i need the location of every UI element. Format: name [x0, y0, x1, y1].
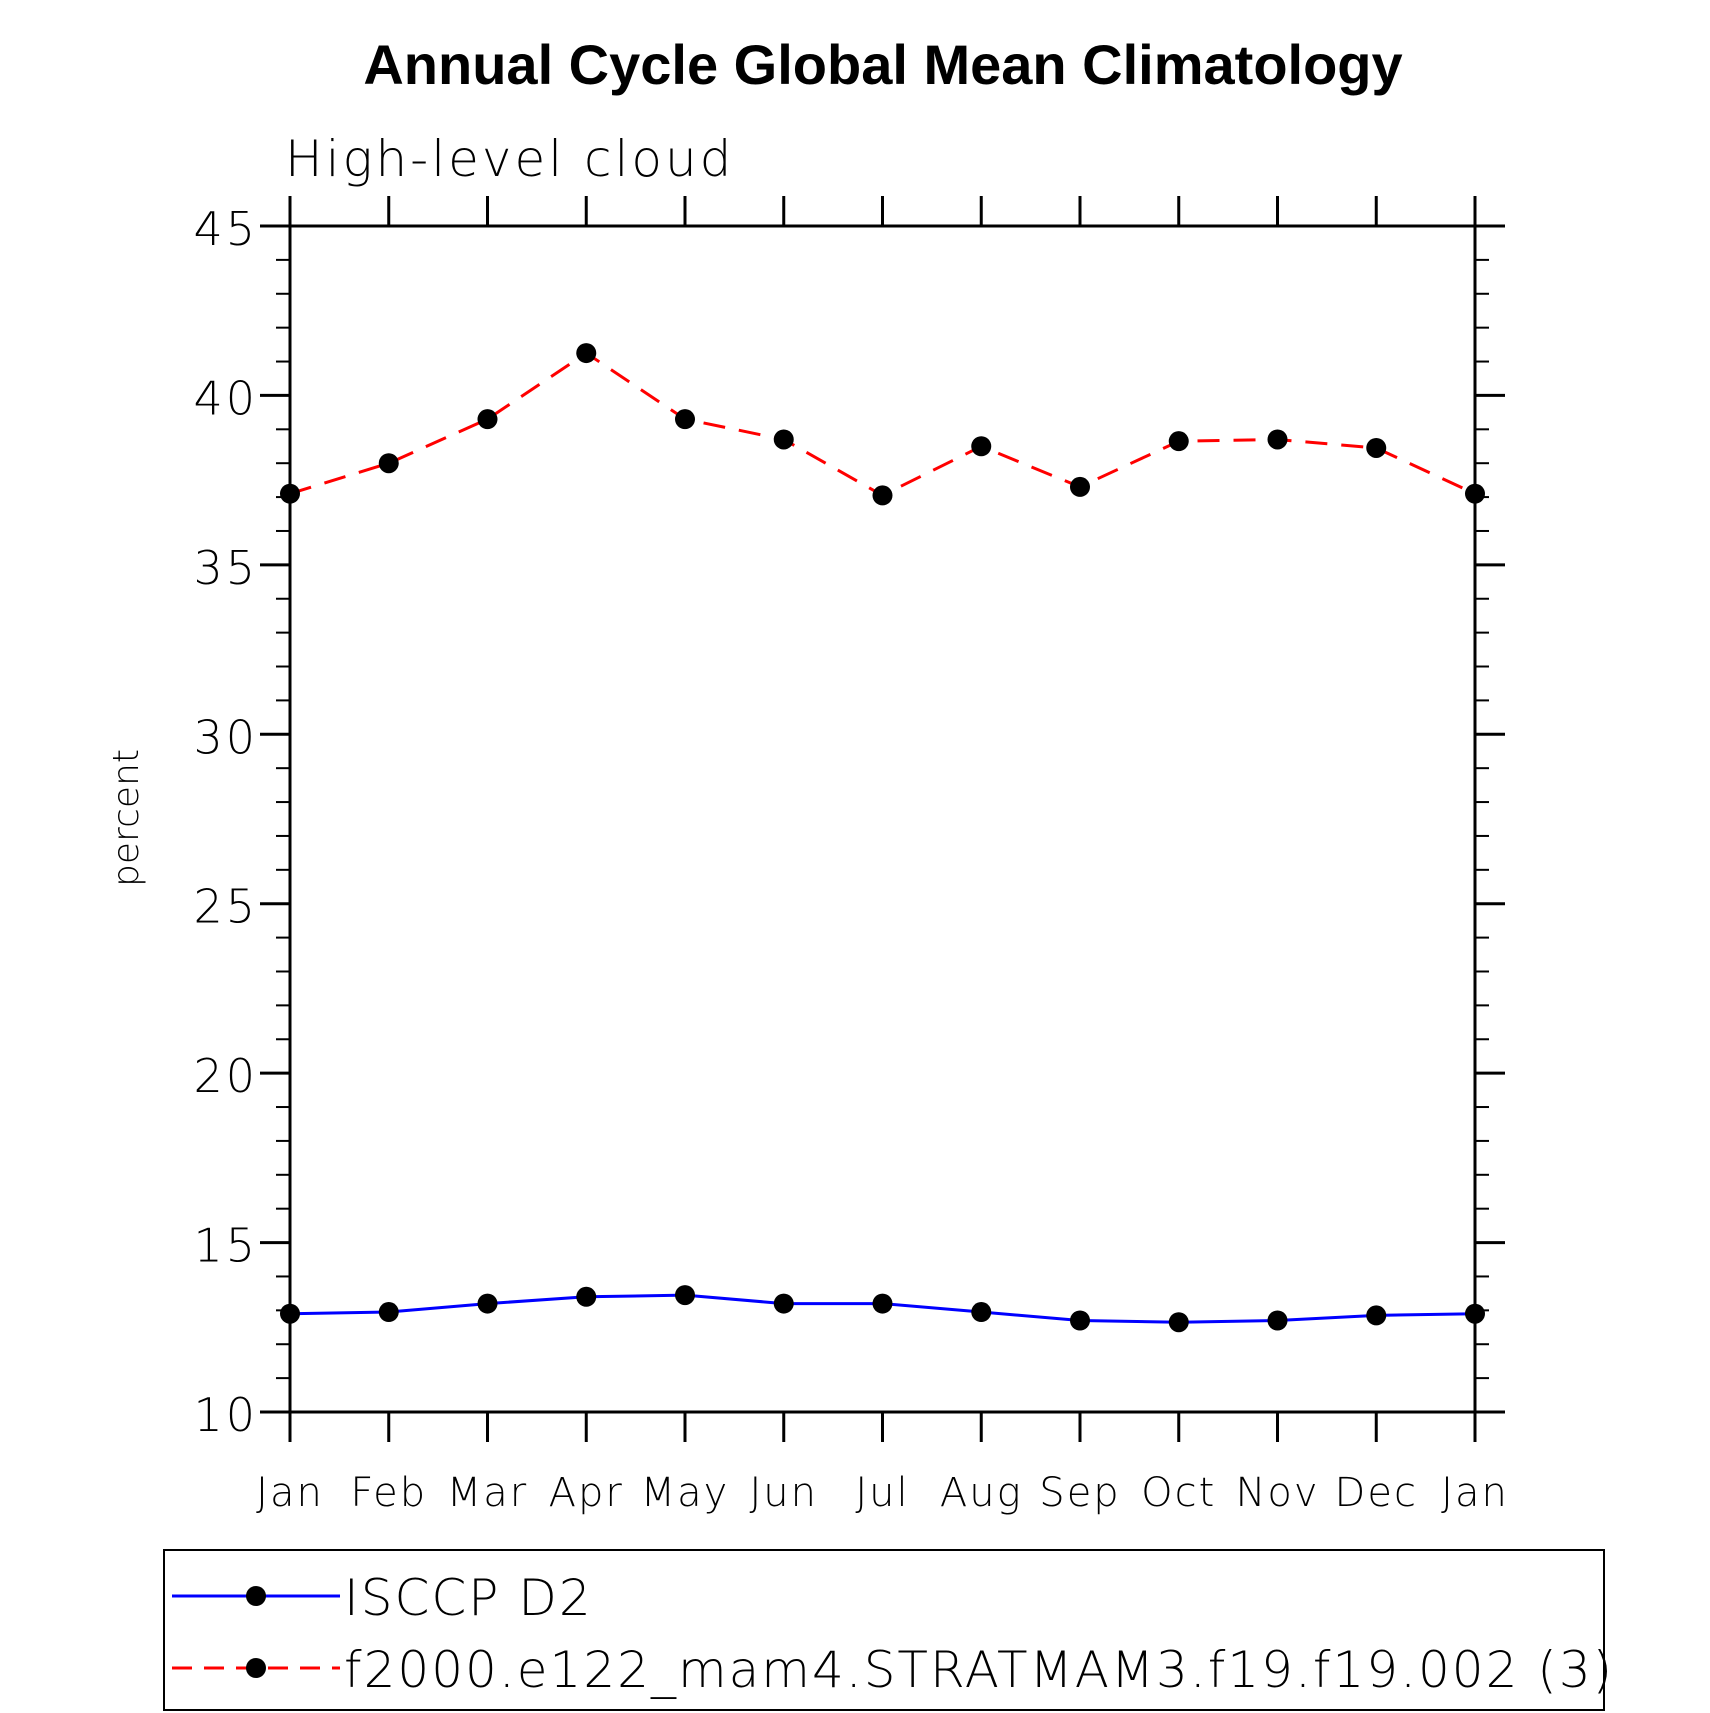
x-tick-label: Oct	[1141, 1470, 1216, 1516]
data-point	[773, 1293, 794, 1314]
data-point	[971, 1302, 992, 1323]
data-point	[378, 453, 399, 474]
y-axis-label: percent	[106, 749, 147, 887]
data-point	[675, 409, 695, 430]
data-point	[576, 343, 597, 364]
x-tick-label: Feb	[350, 1470, 427, 1516]
x-tick-label: Nov	[1235, 1470, 1319, 1516]
x-tick-label: Apr	[549, 1470, 624, 1516]
legend-marker	[246, 1658, 266, 1678]
data-point	[1168, 431, 1189, 452]
x-tick-label: Jun	[750, 1470, 819, 1516]
x-tick-label: Jan	[1441, 1470, 1509, 1516]
legend: ISCCP D2 f2000.e122_mam4.STRATMAM3.f19.f1…	[163, 1549, 1614, 1711]
data-point	[1366, 1305, 1387, 1326]
data-point	[477, 409, 498, 430]
data-point	[1070, 1310, 1090, 1331]
legend-frame	[163, 1549, 1605, 1711]
data-point	[675, 1285, 695, 1306]
x-tick-label: May	[641, 1470, 730, 1516]
x-tick-label: Jan	[256, 1470, 324, 1516]
y-tick-label: 20	[193, 1049, 258, 1103]
data-point	[971, 436, 992, 457]
axis-ticks	[260, 196, 1505, 1442]
data-point	[1168, 1312, 1189, 1333]
x-tick-label: Aug	[940, 1470, 1023, 1516]
data-point	[1465, 483, 1485, 504]
x-tick-label: Sep	[1039, 1470, 1120, 1516]
y-tick-label: 40	[193, 371, 258, 425]
y-tick-label: 10	[193, 1388, 258, 1442]
y-tick-label: 35	[193, 541, 258, 595]
chart-title: Annual Cycle Global Mean Climatology	[363, 33, 1402, 96]
data-point	[872, 1293, 893, 1314]
x-tick-label: Jul	[855, 1470, 909, 1516]
data-point	[1267, 429, 1288, 450]
x-tick-label: Mar	[447, 1470, 528, 1516]
data-point	[1070, 476, 1090, 497]
legend-marker	[246, 1586, 266, 1606]
data-point	[1465, 1303, 1485, 1324]
tick-labels: Jan Feb Mar Apr May Jun Jul Aug Sep Oct Nov Dec Jan 1…	[193, 202, 1509, 1516]
y-tick-label: 25	[193, 880, 258, 934]
legend-label-1: f2000.e122_mam4.STRATMAM3.f19.f19.002 (3…	[344, 1641, 1614, 1699]
series-line-1	[289, 351, 1476, 498]
data-point	[872, 485, 893, 506]
legend-label-0: ISCCP D2	[344, 1569, 593, 1627]
y-tick-label: 30	[193, 710, 258, 764]
y-tick-label: 15	[193, 1219, 258, 1273]
chart-subtitle: High-level cloud	[285, 130, 734, 188]
data-point	[1366, 437, 1387, 458]
data-point	[1267, 1310, 1288, 1331]
data-point	[576, 1286, 597, 1307]
data-point	[773, 429, 794, 450]
data-point	[280, 1303, 300, 1324]
plot-frame	[288, 224, 1477, 1414]
data-point	[477, 1293, 498, 1314]
data-point	[378, 1302, 399, 1323]
series-layer	[280, 343, 1485, 1333]
x-tick-label: Dec	[1335, 1470, 1418, 1516]
data-point	[280, 483, 300, 504]
y-tick-label: 45	[193, 202, 258, 256]
